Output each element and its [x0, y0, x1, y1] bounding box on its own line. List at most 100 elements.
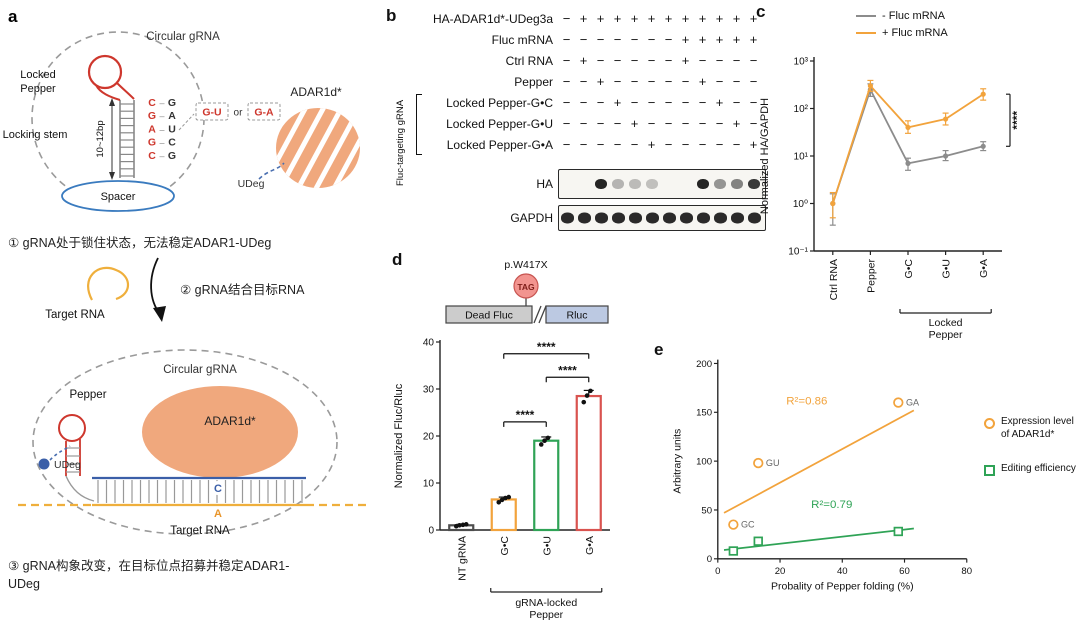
data-point: [980, 91, 986, 97]
e-chart: 0 20 40 60 80 0 50 100 150 200 Probality of Pepper…: [671, 359, 972, 593]
blot-band: [663, 212, 676, 224]
blot-band: [731, 179, 743, 189]
a-base-pairs: C – GG – AA – UG – CC – G: [148, 97, 176, 162]
blot-band: [612, 212, 625, 224]
blot-band: [680, 212, 693, 224]
series-line: [831, 84, 984, 204]
lane-sign: −: [579, 95, 588, 110]
lane-sign: −: [630, 137, 639, 152]
lane-sign: −: [732, 74, 741, 89]
lane-sign: −: [630, 32, 639, 47]
spacer-ellipse: [61, 180, 175, 212]
y-axis-title: Normalized HA/GAPDH: [759, 98, 771, 214]
lane-sign: +: [647, 137, 656, 152]
data-point: [905, 124, 911, 131]
a-mini-rungs: [66, 447, 80, 473]
lane-sign: −: [562, 53, 571, 68]
panel-e-label: e: [654, 340, 664, 359]
condition-row: Ctrl RNA − + − − − − − + − − − −: [408, 50, 771, 71]
step3-caption-line1: ③ gRNA构象改变，在目标位点招募并稳定ADAR1-: [8, 558, 289, 573]
condition-row: Locked Pepper-G•C − − − + − − − − − + − −: [408, 92, 771, 113]
lane-sign: +: [681, 32, 690, 47]
x-tick-label: 60: [899, 566, 910, 577]
lane-sign: −: [698, 137, 707, 152]
condition-label: Locked Pepper-G•C: [446, 95, 553, 110]
bar: [575, 394, 602, 532]
base-right: U: [168, 123, 176, 135]
base-backing: [211, 506, 225, 520]
lane-sign: −: [630, 74, 639, 89]
pepper-hairpin-loop-2: [58, 414, 86, 442]
blot-band: [646, 179, 658, 189]
y-axis-title: Arbitrary units: [671, 429, 683, 494]
arrowhead-down-icon: [109, 172, 115, 180]
legend-item: + Fluc mRNA: [856, 27, 948, 39]
base-right: G: [168, 150, 176, 162]
point-label: GU: [766, 458, 780, 468]
lane-sign: +: [579, 11, 588, 26]
udeg-label-2: UDeg: [54, 459, 81, 471]
lane-sign: −: [647, 116, 656, 131]
spacer-label: Spacer: [101, 191, 136, 203]
y-tick-label: 10²: [794, 104, 809, 115]
blot-band: [714, 212, 727, 224]
pepper-hairpin-loop: [87, 54, 123, 90]
lane-sign: −: [613, 74, 622, 89]
base-dash: –: [159, 151, 164, 161]
lane-signs: − − − + − − − − − + − −: [558, 95, 762, 110]
lane-sign: +: [732, 11, 741, 26]
data-point: [905, 160, 911, 166]
legend-item: Expression level of ADAR1d*: [984, 416, 1080, 441]
base-backing: [211, 481, 225, 495]
c-chart: 10⁻¹ 10⁰ 10¹ 10² 10³ Normalized HA/GAPDH Ctrl …: [759, 57, 1024, 342]
line-swatch-icon: [856, 31, 876, 35]
legend-item: - Fluc mRNA: [856, 10, 948, 22]
target-rna-label: Target RNA: [45, 309, 105, 321]
blot-band: [629, 179, 641, 189]
y-tick-label: 30: [423, 385, 435, 396]
y-tick-label: 0: [707, 554, 712, 565]
target-base-c: C: [214, 483, 222, 495]
lane-sign: +: [749, 11, 758, 26]
condition-label: Pepper: [514, 74, 553, 89]
lane-sign: −: [749, 95, 758, 110]
condition-label: HA-ADAR1d*-UDeg3a: [432, 11, 553, 26]
legend-item: Editing efficiency: [984, 463, 1080, 476]
arrowhead-up-icon: [109, 98, 115, 106]
lane-signs: − − − − − − − + + + + +: [558, 32, 762, 47]
lane-sign: −: [613, 32, 622, 47]
data-point: [581, 399, 587, 405]
x-tick-label: Ctrl RNA: [828, 259, 840, 300]
panel-a-label: a: [8, 7, 18, 26]
blot-band: [697, 212, 710, 224]
c-legend: - Fluc mRNA + Fluc mRNA: [856, 10, 948, 44]
locking-stem-label: Locking stem: [3, 129, 68, 141]
sig-label: ****: [1010, 111, 1024, 130]
panel-c: c - Fluc mRNA + Fluc mRNA 10⁻¹ 10⁰ 10¹ 10² 1…: [752, 2, 1080, 342]
udeg-tether-2: [49, 445, 71, 461]
x-tick-label: G•A: [978, 259, 990, 278]
lane-sign: −: [647, 53, 656, 68]
lane-sign: −: [562, 116, 571, 131]
data-point: [728, 519, 739, 530]
lane-sign: −: [647, 32, 656, 47]
lane-sign: −: [630, 95, 639, 110]
target-base-a: A: [214, 508, 222, 520]
lane-sign: −: [613, 116, 622, 131]
circular-grna-label: Circular gRNA: [146, 31, 220, 43]
locked-pepper-label: Locked: [20, 69, 55, 81]
legend-label: - Fluc mRNA: [882, 10, 945, 22]
lane-signs: − − − − − + − − − − − +: [558, 137, 762, 152]
stop-codon-circle: [513, 273, 539, 299]
lane-sign: −: [732, 137, 741, 152]
rluc-label: Rluc: [566, 310, 587, 322]
lane-sign: +: [664, 11, 673, 26]
y-tick-label: 150: [696, 408, 712, 419]
panel-b: b HA-ADAR1d*-UDeg3a − + + + + + + + + + + + Fluc mRNA…: [386, 4, 771, 250]
lane-sign: +: [630, 11, 639, 26]
target-rna-squiggle: [87, 266, 130, 301]
lane-sign: −: [562, 74, 571, 89]
data-point: [542, 438, 547, 443]
panel-d-label: d: [392, 250, 403, 269]
